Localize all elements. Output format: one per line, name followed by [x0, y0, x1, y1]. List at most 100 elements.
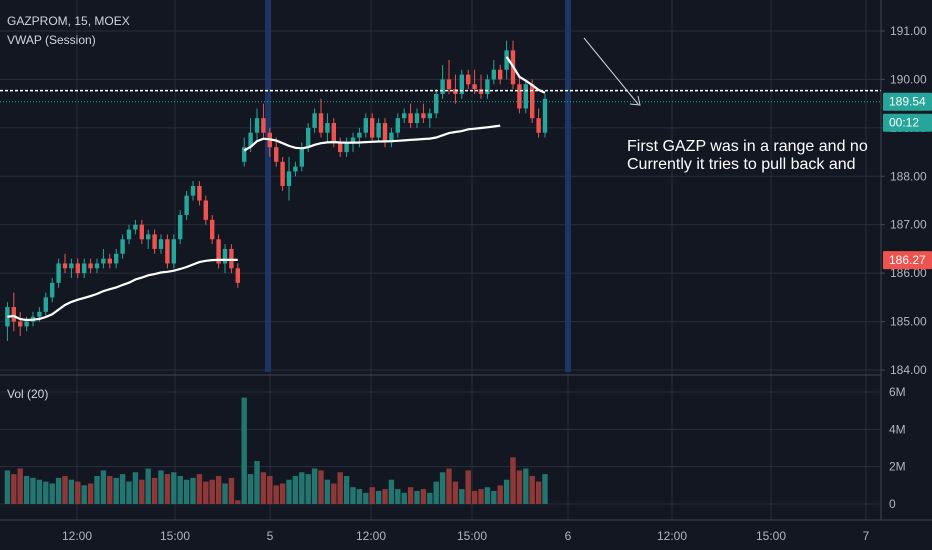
- time-tick-label: 7: [863, 529, 870, 543]
- volume-bar: [190, 477, 196, 504]
- symbol-legend[interactable]: GAZPROM, 15, MOEX: [7, 14, 130, 28]
- volume-tick-label: 6M: [889, 385, 906, 399]
- session-breaks: [265, 0, 571, 372]
- session-break-band: [265, 0, 271, 372]
- candle-body: [395, 118, 400, 133]
- volume-bar: [177, 476, 183, 504]
- candle-body: [133, 224, 138, 230]
- volume-bar: [94, 476, 100, 504]
- candle-body: [158, 239, 164, 249]
- candle-body: [24, 321, 29, 327]
- price-label-text: 189.54: [889, 95, 926, 109]
- candle-body: [338, 142, 343, 153]
- price-tick-label: 186.00: [890, 266, 927, 280]
- volume-bar: [49, 483, 55, 504]
- candle-body: [254, 118, 260, 133]
- volume-bar: [43, 481, 49, 504]
- candle-body: [203, 200, 208, 220]
- volume-bar: [17, 468, 23, 504]
- volume-bar: [171, 472, 177, 504]
- candle-body: [18, 321, 23, 327]
- volume-bar: [62, 476, 68, 504]
- candle-body: [453, 89, 458, 94]
- candle-body: [504, 50, 509, 70]
- volume-bar: [433, 481, 439, 504]
- volume-bar: [36, 479, 43, 504]
- candle-body: [382, 123, 388, 143]
- candle-body: [306, 127, 311, 148]
- candle-body: [139, 224, 144, 240]
- volume-bar: [247, 474, 254, 504]
- volume-bar: [484, 487, 491, 504]
- price-tick-label: 185.00: [890, 315, 927, 329]
- candle-body: [242, 147, 247, 162]
- trend-arrow-drawing[interactable]: [583, 37, 641, 106]
- volume-bar: [107, 476, 113, 504]
- price-tick-label: 191.00: [890, 24, 927, 38]
- candle-body: [152, 234, 157, 249]
- price-tick-label: 187.00: [890, 218, 927, 232]
- candle-body: [62, 263, 68, 269]
- vwap-legend[interactable]: VWAP (Session): [7, 33, 96, 47]
- volume-bar: [113, 477, 119, 504]
- volume-bar: [183, 479, 190, 504]
- volume-tick-label: 4M: [889, 422, 906, 436]
- volume-bar: [363, 492, 369, 504]
- candle-body: [466, 74, 471, 85]
- candle-body: [536, 118, 541, 133]
- symbol-interval: 15: [74, 14, 88, 28]
- annotation-line-2: Currently it tries to pull back and: [627, 156, 856, 173]
- candle-body: [542, 98, 548, 133]
- volume-tick-label: 2M: [889, 460, 906, 474]
- volume-bar: [260, 472, 267, 504]
- volume-bar: [139, 479, 145, 504]
- candle-body: [523, 84, 528, 109]
- volume-bar: [126, 481, 132, 504]
- candle-body: [197, 185, 202, 201]
- volume-bar: [100, 470, 107, 504]
- candle-body: [286, 171, 292, 186]
- candle-body: [402, 113, 407, 119]
- candle-body: [216, 239, 221, 264]
- candle-body: [229, 248, 234, 269]
- candle-body: [190, 185, 196, 196]
- trend-arrow-line: [583, 37, 639, 105]
- candle-body: [421, 113, 426, 119]
- volume-bar: [503, 479, 510, 504]
- volume-bar: [491, 490, 497, 504]
- volume-bar: [523, 468, 529, 504]
- candles: [5, 40, 548, 341]
- volume-bar: [439, 472, 446, 504]
- volume-legend[interactable]: Vol (20): [7, 387, 49, 401]
- candle-body: [517, 84, 522, 109]
- price-label-text: 00:12: [889, 116, 919, 130]
- candle-body: [331, 123, 336, 143]
- price-label-box: [883, 113, 932, 132]
- volume-bar: [452, 481, 459, 504]
- volume-bar: [81, 485, 87, 504]
- volume-bar: [375, 490, 382, 504]
- candle-body: [350, 137, 356, 143]
- volume-bar: [203, 481, 209, 504]
- candle-body: [485, 79, 490, 94]
- price-axis-bg: [881, 0, 932, 550]
- price-tick-label: 184.00: [890, 363, 927, 377]
- volume-bar: [516, 470, 523, 504]
- candle-body: [94, 263, 100, 269]
- volume-bar: [119, 474, 126, 504]
- volume-bar: [510, 457, 516, 504]
- volume-bar: [356, 489, 363, 504]
- candle-body: [389, 132, 394, 143]
- candle-body: [440, 79, 445, 94]
- candle-body: [11, 307, 16, 322]
- candle-body: [344, 142, 349, 153]
- annotation-text[interactable]: First GAZP was in a range and no Current…: [627, 138, 881, 174]
- candle-body: [165, 239, 170, 264]
- volume-bar: [305, 474, 311, 504]
- time-tick-label: 12:00: [356, 529, 386, 543]
- volume-bar: [11, 474, 17, 504]
- volume-bar: [235, 500, 241, 504]
- volume-bar: [401, 492, 407, 504]
